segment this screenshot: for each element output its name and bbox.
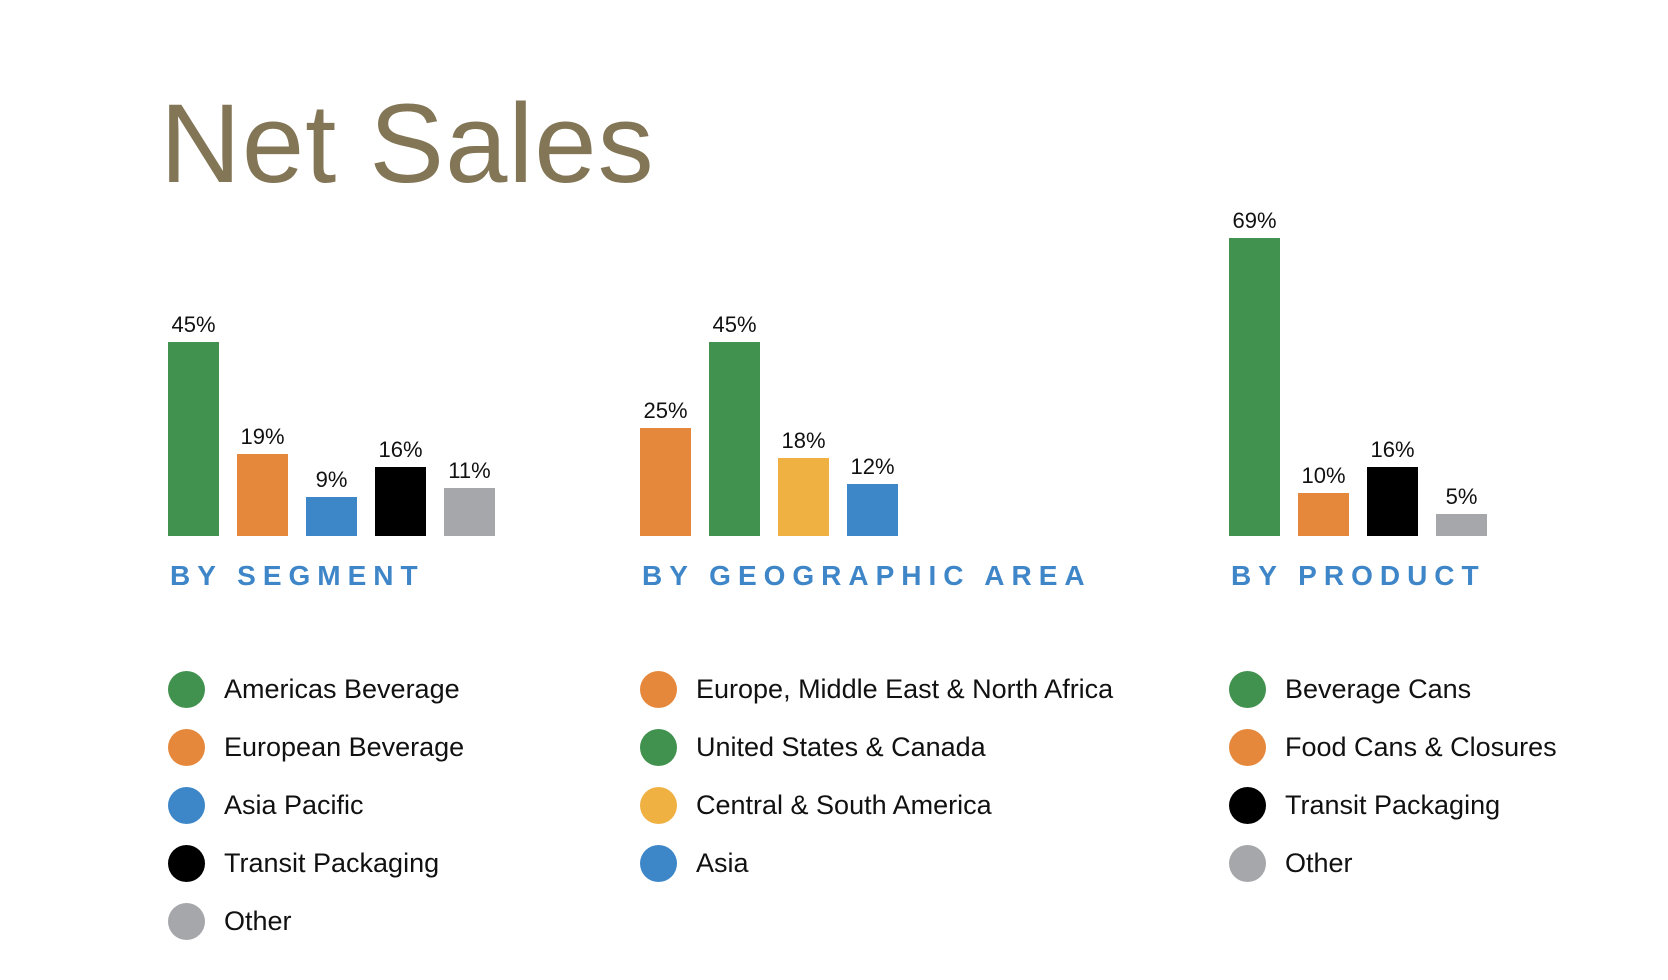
bar [1229,237,1280,536]
bar-value-label: 10% [1301,462,1346,488]
legend-swatch-icon [1229,728,1266,766]
legend-label: Transit Packaging [224,847,440,878]
legend-item: Central & South America [640,776,1113,834]
geographic-bar-chart: 25% 45% 18% 12% [640,200,916,536]
bar-group: 69% [1229,200,1280,536]
legend-item: Americas Beverage [168,660,464,718]
legend-item: Europe, Middle East & North Africa [640,660,1113,718]
bar [168,341,219,536]
legend-swatch-icon [640,670,677,708]
geographic-legend: Europe, Middle East & North Africa United… [640,660,1113,892]
legend-swatch-icon [168,844,205,882]
legend-label: Asia [696,847,749,878]
legend-item: Food Cans & Closures [1229,718,1557,776]
bar-group: 10% [1298,200,1349,536]
legend-item: Other [1229,834,1557,892]
bar-value-label: 25% [643,398,688,423]
segment-legend: Americas Beverage European Beverage Asia P… [168,660,464,950]
legend-item: Transit Packaging [1229,776,1557,834]
bar [444,488,495,536]
bar-value-label: 16% [378,436,423,462]
legend-label: Food Cans & Closures [1285,731,1557,762]
bar-value-label: 45% [712,311,757,337]
bar-value-label: 69% [1232,207,1277,233]
legend-swatch-icon [168,786,205,824]
bar-group: 16% [1367,200,1418,536]
legend-swatch-icon [1229,670,1266,708]
legend-swatch-icon [1229,844,1266,882]
bar [847,484,898,536]
bar [237,453,288,536]
legend-swatch-icon [1229,786,1266,824]
bar-value-label: 12% [850,454,895,480]
legend-label: United States & Canada [696,731,986,762]
geographic-section-label: BY GEOGRAPHIC AREA [642,560,1092,591]
legend-label: Other [224,905,292,936]
legend-swatch-icon [168,670,205,708]
legend-label: Americas Beverage [224,673,460,704]
legend-swatch-icon [168,728,205,766]
bar [778,458,829,536]
bar-group: 16% [375,200,426,536]
legend-item: European Beverage [168,718,464,776]
legend-item: Transit Packaging [168,834,464,892]
bar-group: 25% [640,200,691,536]
legend-swatch-icon [640,786,677,824]
legend-label: Europe, Middle East & North Africa [696,673,1114,704]
bar-group: 12% [847,200,898,536]
bar-group: 45% [709,200,760,536]
product-legend: Beverage Cans Food Cans & Closures Transit… [1229,660,1557,892]
segment-bar-chart: 45% 19% 9% 16% 11% [168,200,513,536]
legend-item: Beverage Cans [1229,660,1557,718]
legend-label: Central & South America [696,789,992,820]
legend-item: Asia [640,834,1113,892]
bar-value-label: 45% [171,311,216,337]
bar [375,466,426,536]
bar-value-label: 19% [240,423,285,449]
bar-group: 9% [306,200,357,536]
legend-item: Asia Pacific [168,776,464,834]
legend-swatch-icon [640,728,677,766]
legend-label: Transit Packaging [1285,789,1501,820]
bar [1298,492,1349,536]
bar-value-label: 18% [781,428,826,454]
bar-group: 11% [444,200,495,536]
legend-swatch-icon [168,902,205,940]
bar [709,341,760,536]
legend-label: European Beverage [224,731,465,762]
bar [1436,514,1487,536]
product-section-label: BY PRODUCT [1231,560,1486,591]
product-bar-chart: 69% 10% 16% 5% [1229,200,1505,536]
bar-group: 5% [1436,200,1487,536]
bar-group: 18% [778,200,829,536]
legend-item: Other [168,892,464,950]
segment-section-label: BY SEGMENT [170,560,425,591]
bar [1367,466,1418,536]
legend-swatch-icon [640,844,677,882]
legend-label: Asia Pacific [224,789,364,820]
legend-label: Beverage Cans [1285,673,1472,704]
bar [640,428,691,536]
legend-item: United States & Canada [640,718,1113,776]
bar-value-label: 11% [448,458,491,484]
bar-value-label: 9% [315,467,348,493]
page-title: Net Sales [160,81,655,206]
bar [306,497,357,536]
legend-label: Other [1285,847,1353,878]
bar-group: 45% [168,200,219,536]
bar-value-label: 5% [1445,484,1478,510]
bar-value-label: 16% [1370,436,1415,462]
bar-group: 19% [237,200,288,536]
